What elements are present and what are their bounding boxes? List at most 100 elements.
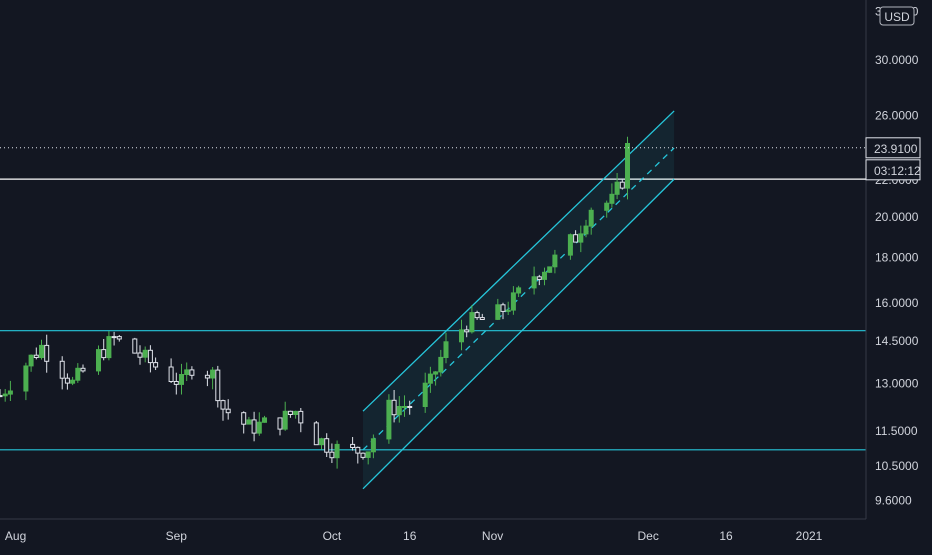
candle-body (70, 379, 76, 384)
candle-body (147, 349, 153, 364)
candle-body (179, 374, 184, 385)
x-tick-label: Aug (5, 529, 26, 543)
y-tick-label: 13.0000 (875, 377, 919, 391)
y-tick-label: 11.5000 (875, 424, 918, 438)
candle-body (168, 366, 174, 382)
candle-body (573, 234, 579, 243)
candle-body (313, 422, 319, 446)
candle-body (80, 367, 86, 372)
candle-body (0, 395, 3, 398)
candle-body (510, 292, 516, 311)
candle-body (552, 254, 558, 268)
countdown-badge (865, 159, 921, 181)
candle-body (355, 446, 361, 454)
x-tick-label: Oct (323, 529, 342, 543)
candles (0, 136, 630, 469)
candle-body (625, 143, 630, 189)
candle-body (277, 417, 283, 430)
candle-body (2, 393, 8, 397)
candle-body (567, 234, 573, 256)
candle-body (505, 309, 511, 312)
candle-body (7, 390, 13, 395)
candle-body (184, 369, 190, 375)
candle-body (241, 412, 247, 425)
last-price-badge (865, 137, 921, 159)
price-scale-background (866, 0, 932, 519)
y-tick-label: 20.0000 (875, 210, 919, 224)
candle-body (204, 374, 210, 379)
candle-body (386, 399, 392, 440)
candle-body (370, 438, 376, 453)
candle-body (614, 181, 620, 195)
candle-body (459, 329, 464, 343)
candle-body (28, 354, 34, 367)
candle-body (443, 341, 449, 358)
x-tick-label: 16 (403, 529, 417, 543)
horizontal-levels[interactable] (0, 178, 866, 451)
candle-body (101, 349, 107, 359)
candle-body (609, 193, 615, 204)
y-tick-label: 18.0000 (875, 251, 919, 265)
candle-body (531, 276, 537, 289)
candle-body (542, 271, 547, 280)
candle-body (246, 419, 252, 425)
candle-body (583, 225, 589, 235)
candle-body (96, 349, 101, 372)
candle-body (111, 336, 117, 339)
candle-body (433, 371, 439, 375)
candle-body (33, 354, 39, 359)
candle-body (578, 233, 584, 243)
candle-body (329, 451, 335, 459)
candle-body (153, 362, 159, 368)
candle-body (469, 312, 475, 333)
candle-body (189, 369, 195, 376)
candle-body (282, 410, 288, 430)
candle-body (391, 399, 397, 416)
candle-body (215, 369, 221, 402)
candle-body (588, 209, 594, 227)
candle-body (59, 360, 65, 379)
candle-body (536, 276, 542, 280)
candle-body (500, 304, 506, 312)
parallel-channel[interactable] (362, 110, 675, 490)
candle-body (293, 410, 299, 415)
candle-body (402, 406, 407, 408)
candle-body (116, 336, 122, 340)
candle-body (334, 443, 340, 459)
x-tick-label: Sep (166, 529, 188, 543)
candle-body (44, 344, 50, 362)
x-tick-label: 2021 (796, 529, 823, 543)
candle-body (396, 406, 402, 416)
time-scale[interactable]: Aug Sep Oct 16 Nov Dec 16 2021 (0, 518, 866, 543)
price-labels: 23.9100 03:12:12 (865, 137, 921, 181)
currency-label: USD (884, 10, 910, 24)
candle-body (495, 304, 501, 320)
candle-body (360, 452, 366, 458)
candle-body (210, 369, 216, 379)
candle-body (256, 421, 262, 434)
candle-body (407, 406, 413, 408)
candle-body (287, 410, 293, 415)
candle-body (350, 443, 356, 448)
price-scale[interactable]: 34.000030.000026.000022.000020.000018.00… (865, 0, 932, 519)
y-tick-label: 26.0000 (875, 108, 919, 122)
candle-body (173, 381, 179, 385)
channel-upper-line[interactable] (362, 110, 675, 412)
candle-body (422, 382, 428, 408)
y-tick-label: 30.0000 (875, 53, 919, 67)
last-price-label: 23.9100 (874, 142, 918, 156)
x-tick-label: Dec (638, 529, 659, 543)
y-tick-label: 9.6000 (875, 494, 912, 508)
y-tick-label: 14.5000 (875, 334, 919, 348)
candle-body (547, 266, 553, 273)
candle-body (142, 349, 148, 358)
countdown-label: 03:12:12 (874, 164, 921, 178)
candle-body (132, 338, 138, 354)
channel-lower-line[interactable] (362, 178, 675, 490)
currency-badge[interactable] (879, 6, 915, 26)
candle-body (106, 336, 112, 359)
candle-body (324, 438, 330, 453)
